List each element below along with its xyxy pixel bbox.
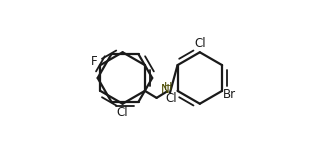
Text: Cl: Cl [117, 106, 128, 119]
Text: H: H [164, 82, 172, 92]
Text: Cl: Cl [166, 92, 177, 105]
Text: Br: Br [223, 88, 236, 101]
Text: N: N [161, 83, 170, 96]
Text: F: F [91, 55, 98, 68]
Text: Cl: Cl [195, 37, 207, 50]
